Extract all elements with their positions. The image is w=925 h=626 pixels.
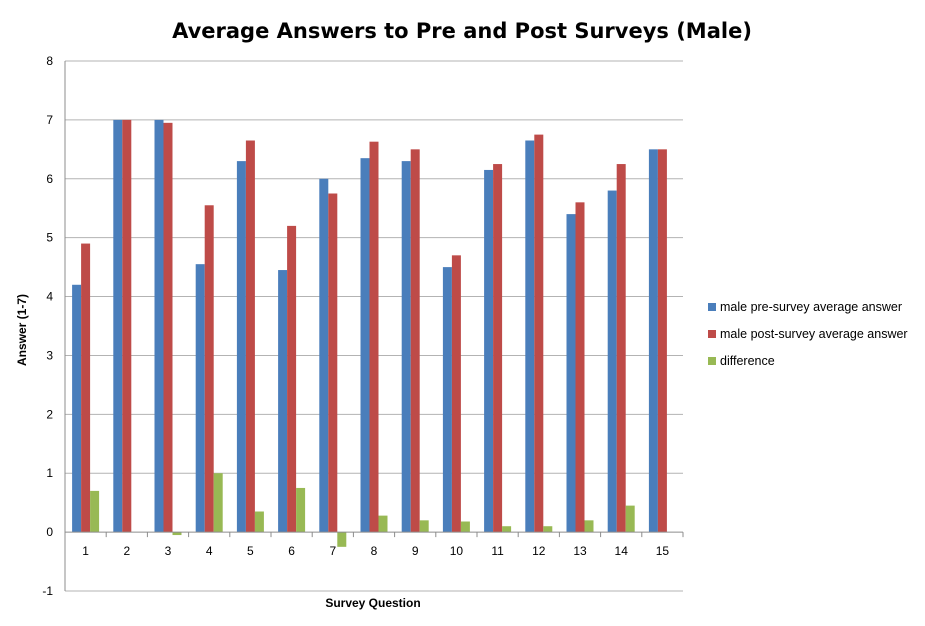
x-tick-label: 7	[329, 544, 336, 558]
x-tick-label: 4	[206, 544, 213, 558]
x-tick-label: 2	[123, 544, 130, 558]
legend-swatch	[708, 357, 716, 365]
bar	[369, 141, 379, 533]
bar	[278, 270, 288, 533]
legend: male pre-survey average answer male post-…	[708, 300, 908, 368]
legend-label: male pre-survey average answer	[720, 300, 902, 314]
bar	[648, 149, 658, 533]
chart-title: Average Answers to Pre and Post Surveys …	[172, 19, 752, 43]
bar	[236, 161, 246, 533]
y-tick-label: 4	[46, 290, 53, 304]
legend-label: difference	[720, 354, 775, 368]
bar	[625, 505, 635, 533]
legend-swatch	[708, 303, 716, 311]
x-tick-label: 15	[656, 544, 670, 558]
bar	[245, 140, 255, 533]
x-tick-label: 10	[450, 544, 464, 558]
bar	[90, 490, 100, 533]
bar	[534, 134, 544, 533]
legend-label: male post-survey average answer	[720, 327, 908, 341]
bar	[328, 193, 338, 533]
bar	[616, 164, 626, 533]
bar	[543, 526, 553, 533]
bars	[72, 119, 667, 547]
bar	[584, 520, 594, 533]
legend-swatch	[708, 330, 716, 338]
bar	[122, 119, 132, 533]
bar	[195, 264, 205, 533]
x-tick-label: 14	[615, 544, 629, 558]
bar	[460, 521, 470, 533]
bar	[575, 202, 585, 533]
x-tick-label: 12	[532, 544, 546, 558]
bar	[204, 205, 214, 533]
y-axis-title: Answer (1-7)	[15, 294, 29, 366]
y-tick-label: -1	[42, 584, 53, 598]
x-tick-label: 5	[247, 544, 254, 558]
bar	[502, 526, 512, 533]
bar	[442, 267, 452, 533]
x-tick-label: 11	[491, 544, 504, 558]
bar	[566, 214, 576, 533]
bar	[296, 487, 306, 533]
bar	[337, 532, 347, 547]
bar	[360, 158, 370, 533]
bar	[113, 119, 123, 533]
y-tick-label: 3	[46, 348, 53, 362]
x-tick-label: 13	[573, 544, 587, 558]
x-tick-label: 3	[165, 544, 172, 558]
bar	[72, 284, 82, 533]
x-tick-label: 8	[371, 544, 378, 558]
y-tick-label: 2	[46, 407, 53, 421]
x-tick-label: 9	[412, 544, 419, 558]
bar	[451, 255, 461, 533]
bar	[607, 190, 617, 533]
bar	[401, 161, 411, 533]
bar	[378, 515, 388, 533]
bar	[493, 164, 503, 533]
bar	[410, 149, 420, 533]
bar	[81, 243, 91, 533]
bar	[287, 225, 297, 533]
y-tick-label: 1	[46, 466, 53, 480]
bar	[419, 520, 429, 533]
bar	[163, 122, 173, 533]
y-tick-label: 5	[46, 231, 53, 245]
y-tick-label: 6	[46, 172, 53, 186]
bar	[213, 473, 223, 533]
bar	[525, 140, 535, 533]
bar	[484, 169, 494, 533]
y-tick-label: 8	[46, 54, 53, 68]
x-axis-title: Survey Question	[325, 596, 420, 610]
bar	[154, 119, 164, 533]
x-tick-label: 1	[82, 544, 89, 558]
x-tick-label: 6	[288, 544, 295, 558]
y-tick-label: 0	[46, 525, 53, 539]
y-tick-label: 7	[46, 113, 53, 127]
bar	[254, 511, 264, 533]
bar	[657, 149, 667, 533]
bar	[319, 178, 329, 533]
bar	[172, 532, 182, 536]
